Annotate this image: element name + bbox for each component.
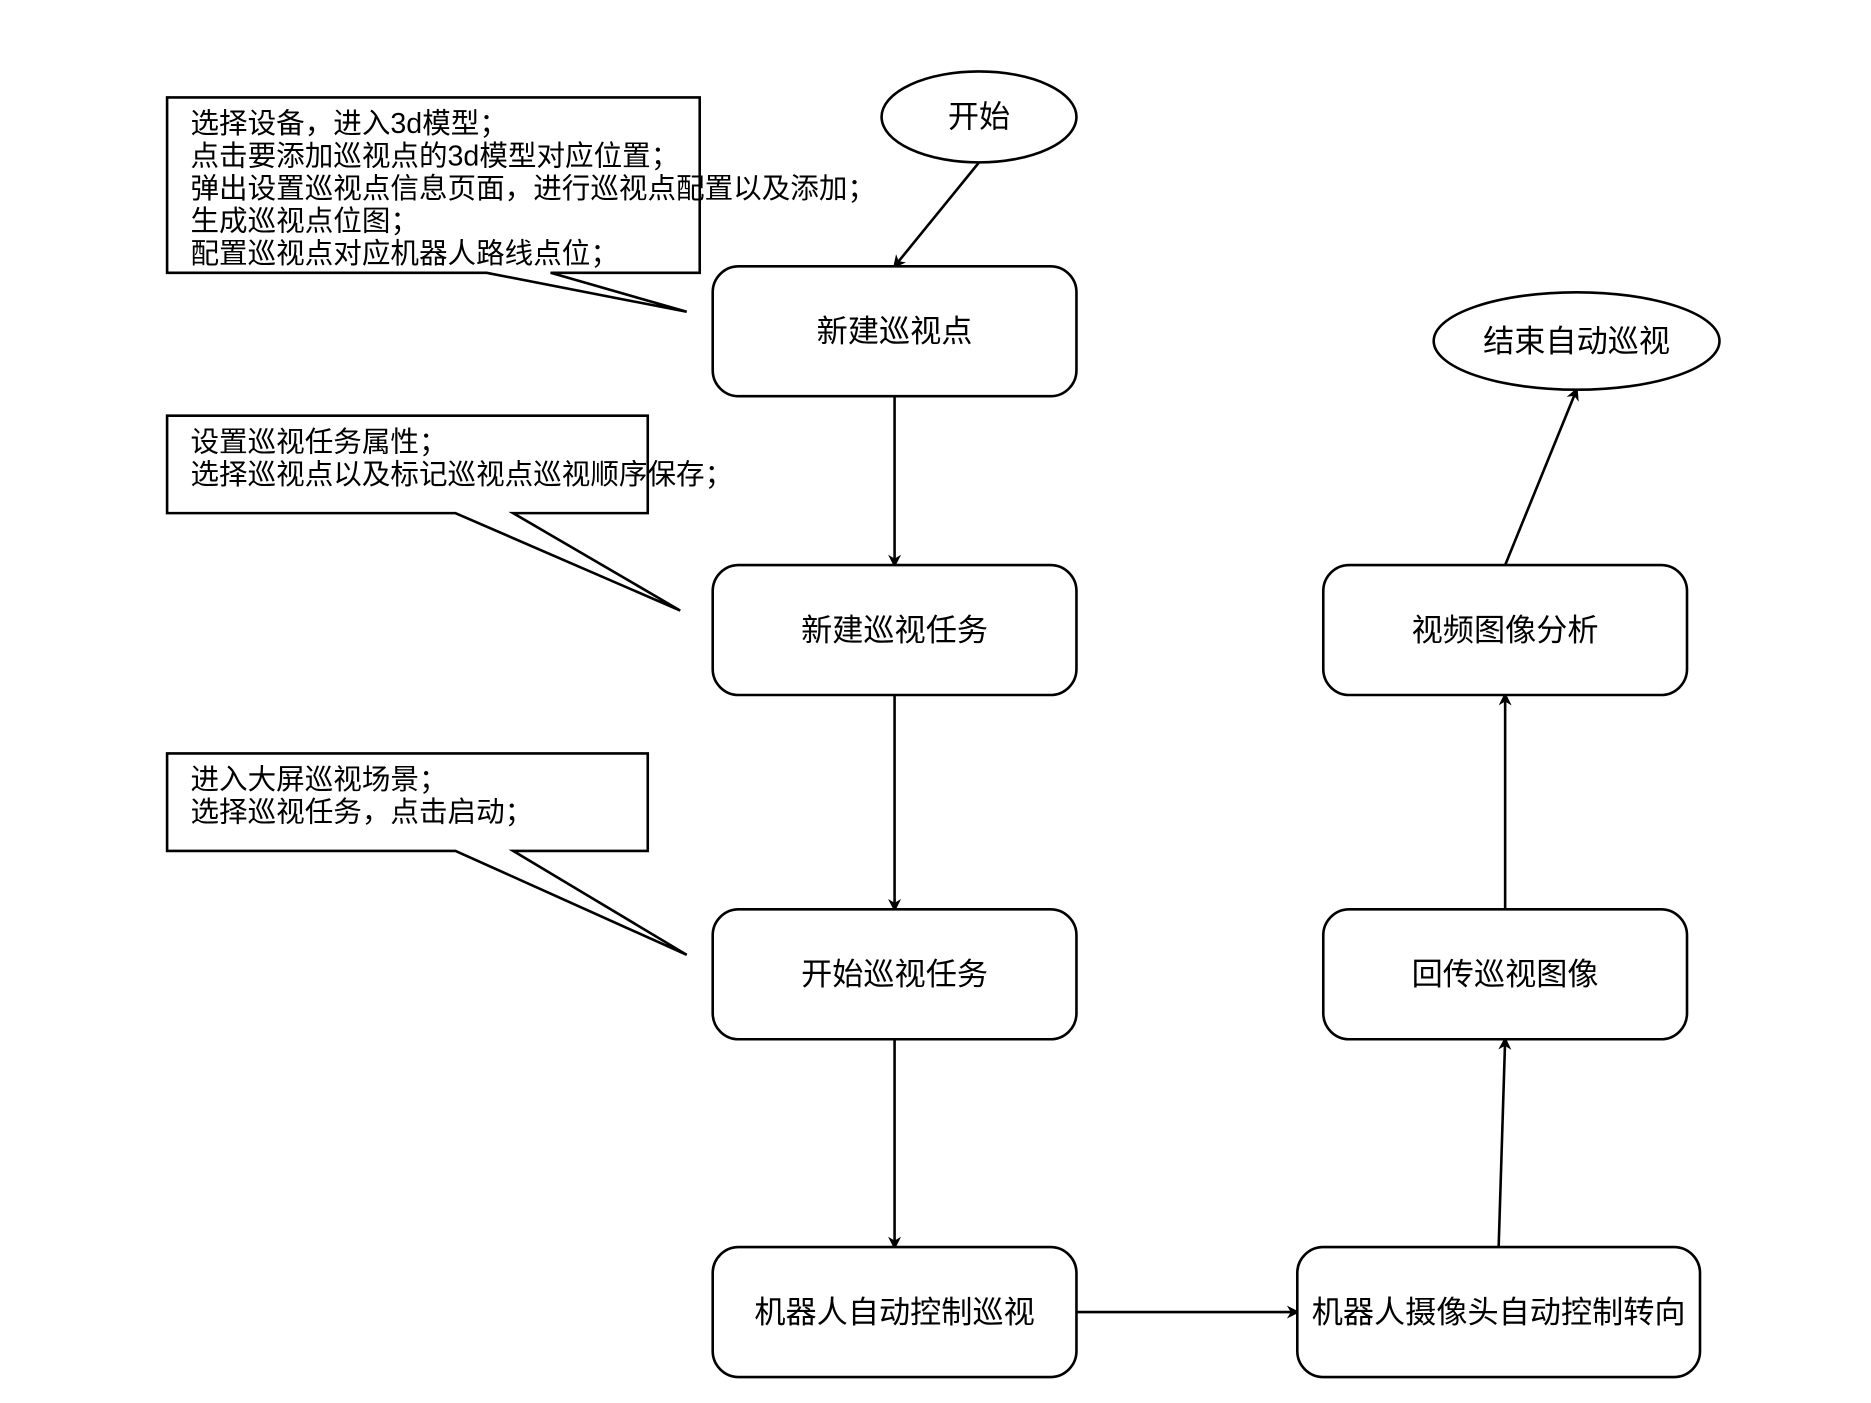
- flow-node-n7: 视频图像分析: [1323, 565, 1687, 695]
- node-label: 回传巡视图像: [1412, 957, 1599, 992]
- callout-line: 点击要添加巡视点的3d模型对应位置；: [190, 140, 679, 172]
- flow-node-n4: 机器人自动控制巡视: [713, 1247, 1077, 1377]
- callout-line: 生成巡视点位图；: [190, 205, 419, 237]
- flow-node-start: 开始: [882, 71, 1077, 162]
- callout-line: 选择设备，进入3d模型；: [190, 108, 507, 140]
- node-label: 开始: [948, 100, 1010, 135]
- node-label: 新建巡视点: [817, 314, 973, 349]
- callout-line: 弹出设置巡视点信息页面，进行巡视点配置以及添加；: [190, 173, 876, 205]
- callout: 设置巡视任务属性；选择巡视点以及标记巡视点巡视顺序保存；: [167, 416, 733, 611]
- node-label: 机器人摄像头自动控制转向: [1312, 1295, 1686, 1330]
- callout-line: 选择巡视任务，点击启动；: [190, 797, 533, 829]
- callout-line: 选择巡视点以及标记巡视点巡视顺序保存；: [190, 459, 733, 491]
- node-label: 视频图像分析: [1412, 613, 1599, 648]
- flow-node-n2: 新建巡视任务: [713, 565, 1077, 695]
- node-label: 机器人自动控制巡视: [754, 1295, 1034, 1330]
- flow-node-n5: 机器人摄像头自动控制转向: [1297, 1247, 1700, 1377]
- flow-node-n1: 新建巡视点: [713, 266, 1077, 396]
- flow-node-end: 结束自动巡视: [1434, 292, 1720, 389]
- callout: 进入大屏巡视场景；选择巡视任务，点击启动；: [167, 753, 687, 954]
- callout-line: 进入大屏巡视场景；: [190, 764, 447, 796]
- node-label: 新建巡视任务: [801, 613, 988, 648]
- flow-edge: [1499, 1039, 1505, 1247]
- node-label: 开始巡视任务: [801, 957, 988, 992]
- flow-node-n6: 回传巡视图像: [1323, 909, 1687, 1039]
- flowchart-diagram: 选择设备，进入3d模型；点击要添加巡视点的3d模型对应位置；弹出设置巡视点信息页…: [0, 0, 1871, 1403]
- flow-edge: [1505, 390, 1576, 565]
- flow-edge: [895, 162, 979, 266]
- callout-line: 配置巡视点对应机器人路线点位；: [190, 238, 618, 270]
- node-label: 结束自动巡视: [1483, 324, 1670, 359]
- callout-line: 设置巡视任务属性；: [190, 426, 447, 458]
- flow-node-n3: 开始巡视任务: [713, 909, 1077, 1039]
